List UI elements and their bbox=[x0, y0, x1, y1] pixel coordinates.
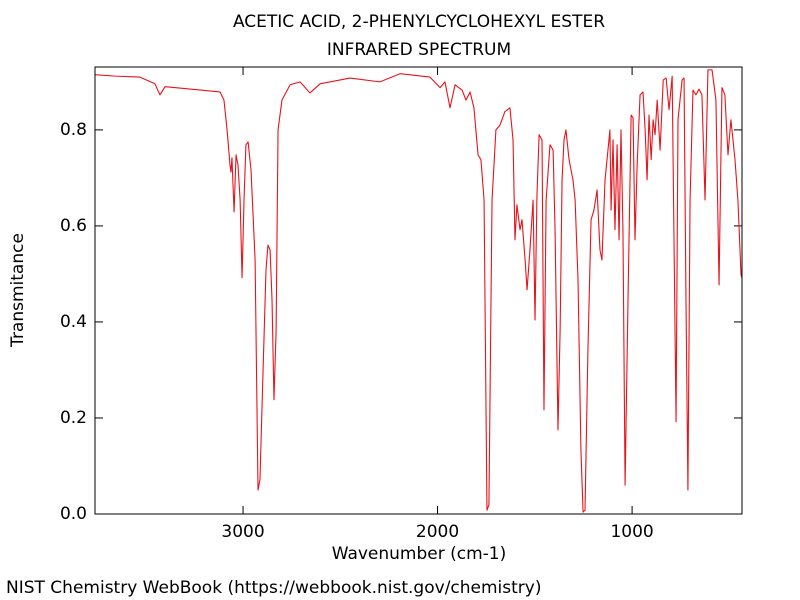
y-tick-label: 0.4 bbox=[60, 312, 87, 332]
x-tick-label: 2000 bbox=[416, 522, 459, 542]
spectrum-line bbox=[94, 69, 743, 513]
source-note: NIST Chemistry WebBook (https://webbook.… bbox=[6, 578, 541, 598]
y-tick-label: 0.0 bbox=[60, 504, 87, 524]
chart-subtitle: INFRARED SPECTRUM bbox=[327, 40, 511, 60]
chart-title: ACETIC ACID, 2-PHENYLCYCLOHEXYL ESTER bbox=[233, 12, 605, 32]
y-tick-label: 0.6 bbox=[60, 216, 87, 236]
x-tick-label: 3000 bbox=[221, 522, 264, 542]
x-tick-label: 1000 bbox=[610, 522, 653, 542]
y-tick-label: 0.2 bbox=[60, 408, 87, 428]
y-axis-label: Transmitance bbox=[8, 233, 28, 348]
plot-frame bbox=[94, 66, 743, 515]
y-tick-label: 0.8 bbox=[60, 120, 87, 140]
x-axis-label: Wavenumber (cm-1) bbox=[332, 544, 507, 564]
